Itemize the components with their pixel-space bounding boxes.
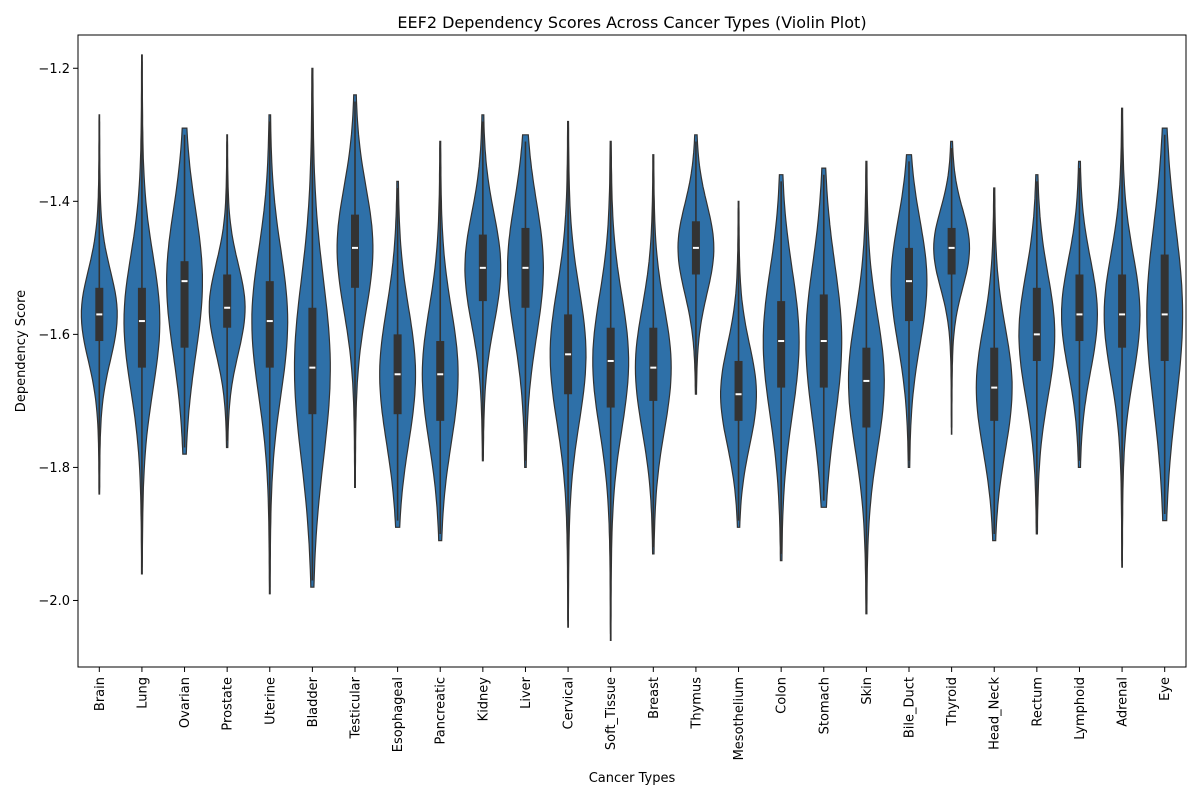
- x-tick-label: Thyroid: [945, 677, 960, 727]
- iqr-box-Pancreatic: [436, 341, 445, 421]
- y-tick-label: −1.8: [38, 461, 70, 476]
- x-tick-label: Adrenal: [1116, 677, 1131, 727]
- x-tick-label: Thymus: [689, 677, 704, 730]
- x-tick-label: Stomach: [817, 677, 832, 734]
- y-tick-label: −1.2: [38, 62, 70, 77]
- x-tick-label: Lung: [135, 677, 150, 709]
- x-tick-label: Uterine: [263, 677, 278, 725]
- iqr-box-Soft_Tissue: [606, 327, 615, 408]
- x-tick-label: Bile_Duct: [903, 677, 918, 738]
- x-tick-label: Ovarian: [178, 677, 193, 728]
- x-tick-label: Mesothelium: [732, 677, 747, 760]
- y-axis: −2.0 −1.8 −1.6 −1.4 −1.2: [38, 62, 78, 609]
- iqr-box-Lymphoid: [1075, 274, 1084, 342]
- iqr-box-Lung: [137, 287, 146, 368]
- y-tick-label: −2.0: [38, 594, 70, 609]
- iqr-box-Breast: [649, 327, 658, 401]
- x-tick-label: Lymphoid: [1073, 677, 1088, 740]
- x-tick-label: Pancreatic: [434, 677, 449, 745]
- x-tick-label: Eye: [1158, 677, 1173, 701]
- plot-frame: [77, 34, 1187, 668]
- iqr-box-Ovarian: [180, 261, 189, 348]
- x-tick-label: Colon: [775, 677, 790, 714]
- x-tick-label: Brain: [93, 677, 108, 711]
- x-tick-label: Liver: [519, 676, 534, 709]
- x-tick-label: Prostate: [221, 677, 236, 731]
- iqr-box-Mesothelium: [734, 360, 743, 421]
- x-axis-label: Cancer Types: [589, 771, 676, 786]
- iqr-box-Rectum: [1032, 287, 1041, 361]
- x-tick-label: Kidney: [476, 677, 491, 722]
- y-axis-label: Dependency Score: [14, 290, 29, 412]
- y-tick-label: −1.4: [38, 195, 70, 210]
- x-tick-label: Testicular: [349, 676, 364, 739]
- x-axis: Brain Lung Ovarian Prostate Uterine Bladder Te…: [93, 667, 1173, 760]
- iqr-box-Skin: [862, 347, 871, 428]
- iqr-box-Thyroid: [947, 227, 956, 275]
- y-tick-label: −1.6: [38, 328, 70, 343]
- iqr-box-Bladder: [308, 307, 317, 415]
- iqr-box-Colon: [777, 301, 786, 388]
- chart-title: EEF2 Dependency Scores Across Cancer Typ…: [397, 13, 866, 32]
- iqr-box-Uterine: [265, 281, 274, 368]
- iqr-box-Bile_Duct: [905, 247, 913, 322]
- x-tick-label: Rectum: [1030, 677, 1045, 727]
- x-tick-label: Cervical: [562, 677, 577, 729]
- x-tick-label: Bladder: [306, 676, 321, 727]
- x-tick-label: Breast: [647, 677, 662, 719]
- x-tick-label: Esophageal: [391, 677, 406, 752]
- x-tick-label: Skin: [860, 677, 875, 705]
- iqr-box-Head_Neck: [990, 347, 999, 421]
- iqr-box-Testicular: [351, 214, 359, 288]
- violins-group: [80, 54, 1184, 641]
- x-tick-label: Soft_Tissue: [604, 677, 619, 750]
- iqr-box-Eye: [1160, 254, 1169, 361]
- iqr-box-Prostate: [223, 274, 232, 328]
- iqr-box-Adrenal: [1118, 274, 1127, 348]
- x-tick-label: Head_Neck: [988, 677, 1003, 750]
